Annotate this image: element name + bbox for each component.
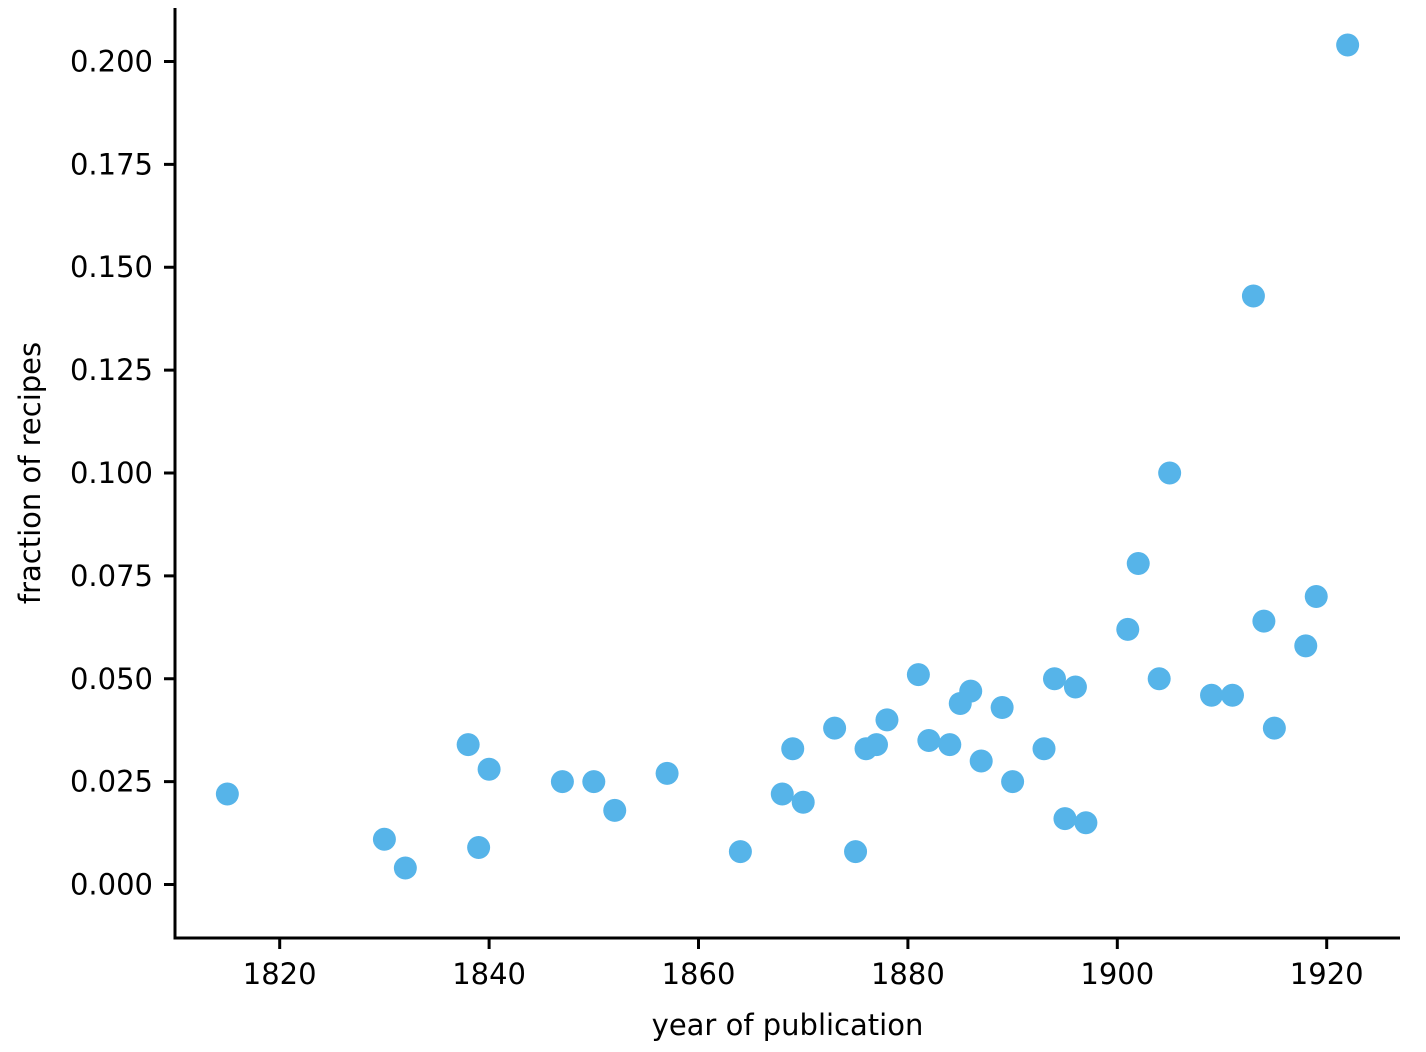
y-tick-label: 0.125 xyxy=(70,353,153,387)
data-point xyxy=(1252,609,1276,633)
data-point xyxy=(1262,716,1286,740)
data-point xyxy=(823,716,847,740)
data-point xyxy=(550,770,574,794)
y-tick-label: 0.025 xyxy=(70,765,153,799)
y-tick-label: 0.175 xyxy=(70,147,153,181)
data-point xyxy=(1241,284,1265,308)
data-point xyxy=(969,749,993,773)
x-tick-label: 1900 xyxy=(1080,957,1154,991)
data-point xyxy=(990,696,1014,720)
data-point xyxy=(864,733,888,757)
y-tick-label: 0.150 xyxy=(70,250,153,284)
data-point xyxy=(1200,683,1224,707)
data-point xyxy=(372,827,396,851)
data-point xyxy=(582,770,606,794)
x-tick-label: 1840 xyxy=(452,957,526,991)
data-point xyxy=(1304,584,1328,608)
data-point xyxy=(1220,683,1244,707)
data-point xyxy=(467,835,491,859)
data-point xyxy=(456,733,480,757)
data-point xyxy=(215,782,239,806)
data-point xyxy=(728,840,752,864)
data-point xyxy=(938,733,962,757)
data-point xyxy=(393,856,417,880)
data-point xyxy=(791,790,815,814)
y-tick-label: 0.200 xyxy=(70,44,153,78)
data-point xyxy=(1294,634,1318,658)
data-point xyxy=(1001,770,1025,794)
data-point xyxy=(1147,667,1171,691)
data-point xyxy=(1074,811,1098,835)
data-point xyxy=(655,761,679,785)
data-point xyxy=(1063,675,1087,699)
data-point xyxy=(906,663,930,687)
x-tick-label: 1860 xyxy=(662,957,736,991)
data-point xyxy=(959,679,983,703)
x-tick-label: 1820 xyxy=(243,957,317,991)
data-point xyxy=(603,798,627,822)
y-axis-title: fraction of recipes xyxy=(13,341,47,605)
x-tick-label: 1920 xyxy=(1290,957,1364,991)
y-tick-label: 0.100 xyxy=(70,456,153,490)
data-point xyxy=(770,782,794,806)
data-point xyxy=(1126,552,1150,576)
x-axis-title: year of publication xyxy=(651,1008,924,1042)
data-point xyxy=(781,737,805,761)
y-tick-label: 0.050 xyxy=(70,662,153,696)
data-point xyxy=(844,840,868,864)
data-point xyxy=(1053,807,1077,831)
y-tick-label: 0.075 xyxy=(70,559,153,593)
data-point xyxy=(875,708,899,732)
x-tick-label: 1880 xyxy=(871,957,945,991)
data-point xyxy=(477,757,501,781)
data-point xyxy=(917,728,941,752)
data-point xyxy=(1116,617,1140,641)
data-point xyxy=(1042,667,1066,691)
y-tick-label: 0.000 xyxy=(70,868,153,902)
data-point xyxy=(1336,33,1360,57)
data-point xyxy=(1158,461,1182,485)
data-point xyxy=(1032,737,1056,761)
